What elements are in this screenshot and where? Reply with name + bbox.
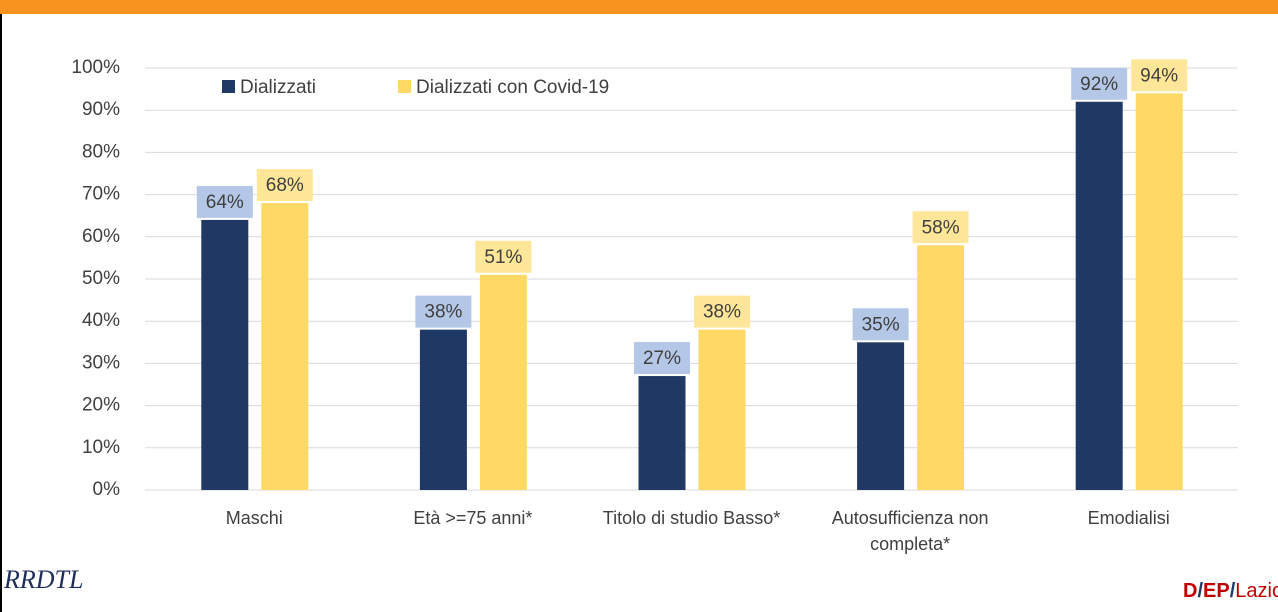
bar	[201, 219, 249, 491]
value-label: 38%	[424, 302, 462, 323]
y-tick-label: 90%	[82, 99, 120, 120]
x-tick-label: Emodialisi	[1087, 508, 1170, 528]
header-bar	[0, 0, 1278, 14]
legend-swatch	[222, 80, 235, 93]
logo-part: /	[1197, 580, 1203, 602]
logo-right: D/EP/Lazio	[1183, 580, 1278, 602]
logo-part: D	[1183, 580, 1197, 602]
logo-left: RRDTL	[3, 565, 83, 594]
value-label: 68%	[266, 175, 304, 196]
bar	[1135, 93, 1183, 490]
x-tick-label: Titolo di studio Basso*	[602, 508, 781, 528]
bar	[857, 342, 905, 490]
value-label-bg	[912, 211, 969, 244]
legend-label: Dializzati	[240, 77, 316, 98]
y-tick-label: 20%	[82, 395, 120, 416]
value-label: 38%	[703, 302, 741, 323]
legend-swatch	[398, 80, 411, 93]
y-tick-label: 60%	[82, 226, 120, 247]
y-tick-label: 10%	[82, 437, 120, 458]
value-label-bg	[1071, 67, 1128, 100]
logo-part: /	[1230, 580, 1236, 602]
bar	[698, 329, 746, 490]
y-tick-label: 40%	[82, 310, 120, 331]
value-label: 94%	[1140, 65, 1178, 86]
value-label-bg	[694, 295, 750, 328]
value-label-bg	[475, 240, 532, 273]
bar	[479, 274, 527, 490]
bar	[917, 245, 965, 490]
logo-part: Lazio	[1235, 580, 1278, 602]
value-label: 27%	[643, 348, 681, 369]
value-label: 92%	[1080, 74, 1118, 95]
bar	[261, 203, 309, 491]
x-tick-label: Età >=75 anni*	[413, 508, 533, 528]
x-tick-label: Autosufficienza non completa*	[831, 508, 989, 554]
value-label-bg	[852, 308, 909, 341]
y-tick-label: 70%	[82, 184, 120, 205]
bar	[1075, 101, 1123, 490]
bar	[638, 376, 686, 490]
value-label-bg	[196, 185, 253, 218]
y-tick-label: 30%	[82, 352, 120, 373]
y-tick-label: 80%	[82, 141, 120, 162]
y-tick-label: 0%	[93, 479, 121, 500]
value-label-bg	[256, 169, 313, 202]
value-label: 58%	[922, 217, 960, 238]
y-tick-label: 50%	[82, 268, 120, 289]
value-label: 51%	[484, 247, 522, 268]
x-tick-label: Maschi	[225, 508, 283, 528]
legend-label: Dializzati con Covid-19	[416, 77, 609, 98]
logo-part: EP	[1203, 580, 1230, 602]
value-label-bg	[1131, 59, 1188, 92]
value-label-bg	[415, 295, 472, 328]
value-label: 64%	[206, 192, 244, 213]
bar	[419, 329, 467, 490]
y-tick-label: 100%	[71, 57, 120, 78]
value-label: 35%	[862, 314, 900, 335]
value-label-bg	[634, 342, 690, 375]
